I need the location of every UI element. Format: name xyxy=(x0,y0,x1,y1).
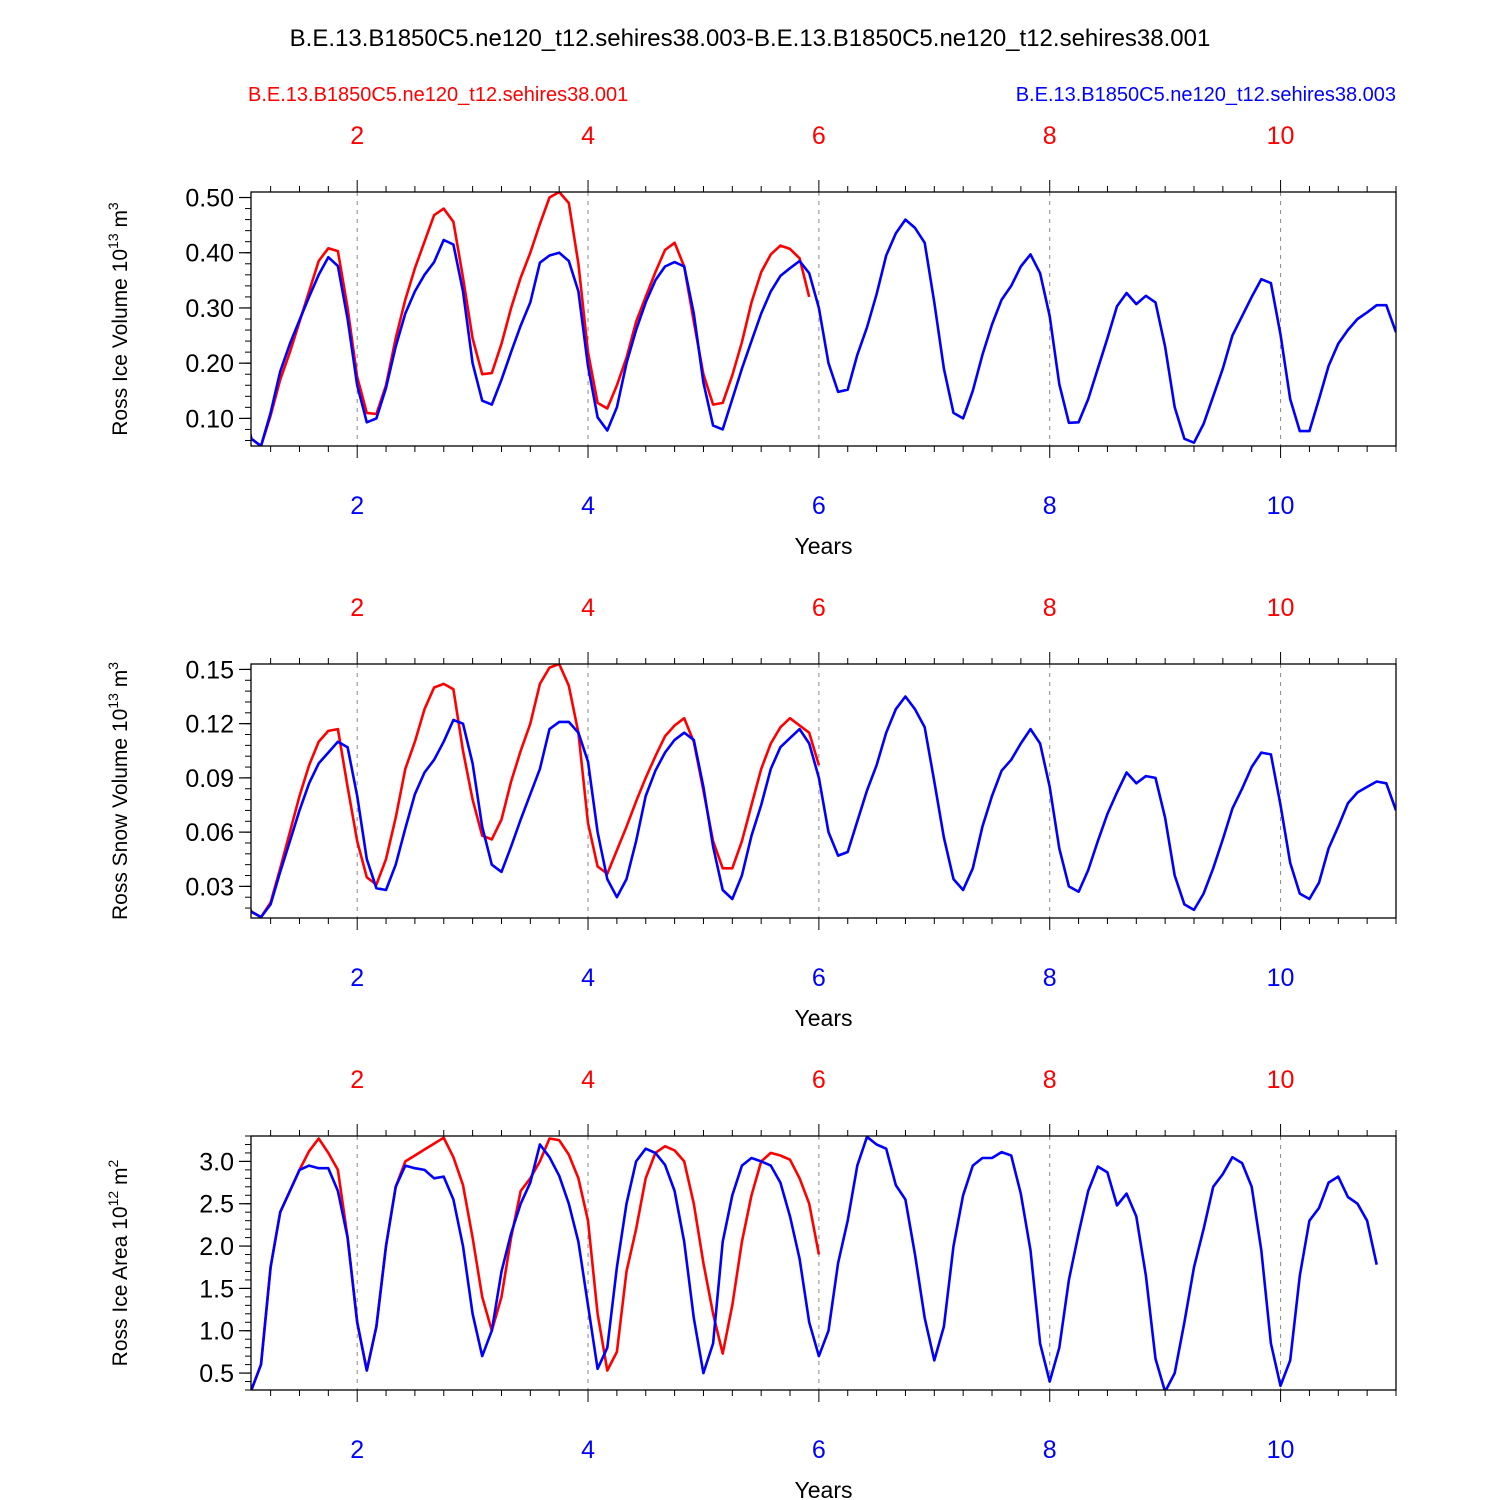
chart-panel-2: 0.03 0.06 0.09 0.12 0.15 2 2 4 4 6 6 8 8 10 10 Years Ros… xyxy=(105,594,1397,1031)
figure-title: B.E.13.B1850C5.ne120_t12.sehires38.003-B… xyxy=(290,25,1211,52)
y-tick-label: 0.15 xyxy=(185,656,234,684)
y-axis-label-text: Ross Ice Volume 10 xyxy=(109,249,132,436)
plot-frame xyxy=(250,1135,1397,1391)
y-axis-label-exponent: 13 xyxy=(105,233,121,249)
y-tick-label: 0.5 xyxy=(199,1360,234,1388)
x-tick-label-top: 4 xyxy=(581,1066,595,1094)
x-tick-label-bottom: 10 xyxy=(1267,1436,1295,1464)
y-axis-label-text: Ross Snow Volume 10 xyxy=(109,709,132,920)
y-axis-label-unit: m xyxy=(109,1167,132,1190)
y-tick-label: 0.12 xyxy=(185,711,234,739)
x-tick-label-top: 6 xyxy=(812,1066,826,1094)
panels: 0.10 0.20 0.30 0.40 0.50 2 2 4 4 6 6 8 8 10 10 Years Ros… xyxy=(105,122,1397,1500)
x-tick-label-bottom: 4 xyxy=(581,964,595,992)
y-tick-label: 0.10 xyxy=(185,405,234,433)
x-tick-label-top: 4 xyxy=(581,122,595,150)
y-tick-label: 0.06 xyxy=(185,819,234,847)
y-tick-label: 3.0 xyxy=(199,1148,234,1176)
x-tick-label-bottom: 2 xyxy=(350,964,364,992)
x-tick-label-top: 4 xyxy=(581,594,595,622)
x-tick-label-bottom: 2 xyxy=(350,492,364,520)
y-axis-label: Ross Ice Volume 1013 m3 xyxy=(105,202,132,436)
x-tick-label-bottom: 4 xyxy=(581,492,595,520)
x-tick-label-top: 10 xyxy=(1267,122,1295,150)
series-line-001 xyxy=(251,1136,821,1390)
y-axis-label-unit-exponent: 3 xyxy=(105,662,121,670)
x-tick-label-top: 2 xyxy=(350,1066,364,1094)
x-tick-label-bottom: 6 xyxy=(812,964,826,992)
x-tick-label-bottom: 8 xyxy=(1043,492,1057,520)
x-tick-label-top: 8 xyxy=(1043,594,1057,622)
y-tick-label: 0.03 xyxy=(185,873,234,901)
run-label-003: B.E.13.B1850C5.ne120_t12.sehires38.003 xyxy=(1016,84,1396,106)
x-tick-label-bottom: 8 xyxy=(1043,964,1057,992)
y-axis-label-unit: m xyxy=(109,210,132,233)
x-axis-label: Years xyxy=(795,1005,853,1031)
y-axis-label-unit-exponent: 3 xyxy=(105,202,121,210)
y-tick-label: 1.0 xyxy=(199,1318,234,1346)
plot-frame xyxy=(250,191,1397,447)
y-axis-label-text: Ross Ice Area 10 xyxy=(109,1206,132,1366)
y-tick-label: 0.20 xyxy=(185,350,234,378)
x-tick-label-top: 10 xyxy=(1267,1066,1295,1094)
series-line-003 xyxy=(251,1136,1378,1390)
x-tick-label-top: 6 xyxy=(812,594,826,622)
x-tick-label-bottom: 10 xyxy=(1267,492,1295,520)
series-line-001 xyxy=(251,664,821,918)
y-tick-label: 0.50 xyxy=(185,185,234,213)
y-axis-label: Ross Ice Area 1012 m2 xyxy=(105,1159,132,1366)
x-tick-label-bottom: 10 xyxy=(1267,964,1295,992)
chart-panel-3: 0.5 1.0 1.5 2.0 2.5 3.0 2 2 4 4 6 6 8 8 10 10 Years Ross … xyxy=(105,1066,1397,1500)
y-axis-label-unit: m xyxy=(109,670,132,693)
x-axis-label: Years xyxy=(795,1477,853,1500)
series-line-003 xyxy=(251,218,1396,446)
run-label-001: B.E.13.B1850C5.ne120_t12.sehires38.001 xyxy=(248,84,628,106)
chart-panel-1: 0.10 0.20 0.30 0.40 0.50 2 2 4 4 6 6 8 8 10 10 Years Ros… xyxy=(105,122,1397,559)
x-tick-label-top: 8 xyxy=(1043,122,1057,150)
series-line-003 xyxy=(251,695,1396,918)
y-tick-label: 0.09 xyxy=(185,765,234,793)
x-tick-label-top: 2 xyxy=(350,594,364,622)
y-tick-label: 2.5 xyxy=(199,1191,234,1219)
x-tick-label-top: 6 xyxy=(812,122,826,150)
y-axis-label-exponent: 13 xyxy=(105,693,121,709)
x-tick-label-bottom: 4 xyxy=(581,1436,595,1464)
y-axis-label: Ross Snow Volume 1013 m3 xyxy=(105,662,132,920)
plot-frame xyxy=(250,663,1397,919)
y-tick-label: 0.30 xyxy=(185,295,234,323)
x-tick-label-top: 2 xyxy=(350,122,364,150)
x-tick-label-bottom: 2 xyxy=(350,1436,364,1464)
x-tick-label-bottom: 6 xyxy=(812,1436,826,1464)
y-axis-label-exponent: 12 xyxy=(105,1191,121,1207)
y-axis-label-unit-exponent: 2 xyxy=(105,1159,121,1167)
x-tick-label-top: 8 xyxy=(1043,1066,1057,1094)
x-axis-label: Years xyxy=(795,533,853,559)
y-tick-label: 1.5 xyxy=(199,1275,234,1303)
series-line-001 xyxy=(251,192,811,446)
x-tick-label-top: 10 xyxy=(1267,594,1295,622)
y-tick-label: 2.0 xyxy=(199,1233,234,1261)
x-tick-label-bottom: 8 xyxy=(1043,1436,1057,1464)
y-tick-label: 0.40 xyxy=(185,240,234,268)
x-tick-label-bottom: 6 xyxy=(812,492,826,520)
